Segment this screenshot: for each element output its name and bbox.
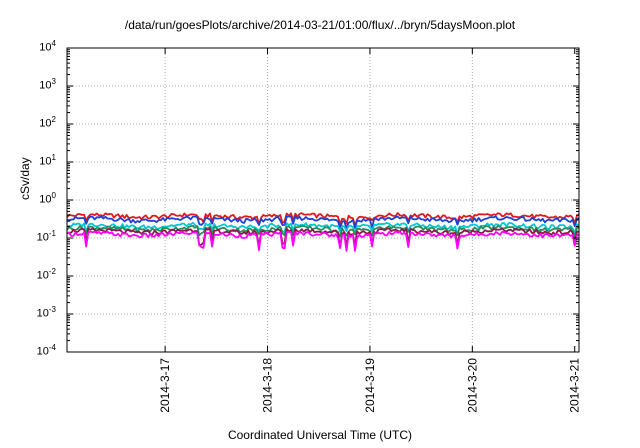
grid-lines <box>67 48 579 352</box>
x-tick-label: 2014-3-21 <box>568 358 582 413</box>
x-tick-label: 2014-3-20 <box>465 358 479 413</box>
x-tick-label: 2014-3-17 <box>158 358 172 413</box>
chart-title: /data/run/goesPlots/archive/2014-03-21/0… <box>124 18 516 32</box>
y-tick-label: 104 <box>39 39 56 54</box>
y-tick-label: 10-4 <box>36 343 56 358</box>
x-tick-label: 2014-3-18 <box>261 358 275 413</box>
axis-ticks <box>67 47 579 353</box>
x-tick-label: 2014-3-19 <box>363 358 377 413</box>
y-tick-label: 10-2 <box>36 267 56 282</box>
y-tick-label: 10-1 <box>36 229 56 244</box>
series-line <box>66 212 580 227</box>
series-line <box>66 225 580 238</box>
x-axis-label: Coordinated Universal Time (UTC) <box>227 428 413 442</box>
series-line <box>66 230 580 252</box>
y-tick-label: 103 <box>39 77 56 92</box>
series-line <box>66 215 580 230</box>
series-lines <box>66 212 580 252</box>
y-tick-label: 100 <box>39 191 56 206</box>
y-tick-label: 102 <box>39 115 56 130</box>
y-tick-label: 10-3 <box>36 305 56 320</box>
y-tick-label: 101 <box>39 153 56 168</box>
x-tick-labels: 2014-3-17 2014-3-18 2014-3-19 2014-3-20 2014… <box>158 358 582 413</box>
